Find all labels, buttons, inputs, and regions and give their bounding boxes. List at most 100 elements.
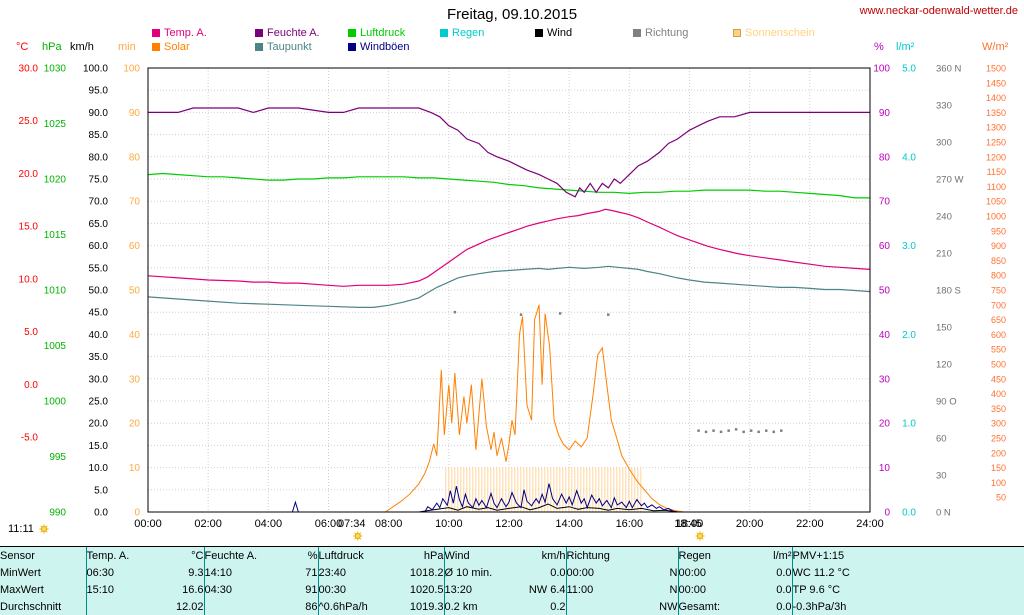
direction-dot [749,429,753,432]
svg-text:1050: 1050 [986,197,1006,207]
series-temp [147,208,871,287]
legend-item-taupunkt: Taupunkt [255,40,348,54]
axis-unit-temp: °C [16,41,28,53]
svg-text:1350: 1350 [986,108,1006,118]
svg-text:06:00: 06:00 [315,518,343,530]
svg-text:15.0: 15.0 [89,441,109,452]
legend-label: Richtung [645,27,689,39]
svg-text:990: 990 [49,508,66,519]
stats-row-durchschnitt-sensor: Durchschnitt [0,600,62,613]
svg-text:10.0: 10.0 [89,463,109,474]
stats-row-minwert-temp_t: 06:30 [85,564,156,581]
svg-text:1015: 1015 [44,230,67,241]
stats-header-press_t: Luftdruck [317,547,396,564]
stats-row-minwert-hum_t: 14:10 [203,564,278,581]
svg-text:80.0: 80.0 [89,152,109,163]
svg-text:12:00: 12:00 [495,518,523,530]
richtung-swatch-icon [633,29,641,37]
legend-item-solar: Solar [152,40,255,54]
svg-text:270 W: 270 W [936,175,963,186]
legend-label: Regen [452,27,485,39]
axis-unit-solar: W/m² [982,41,1009,53]
svg-text:20:00: 20:00 [736,518,764,530]
series-solar [148,304,870,513]
svg-text:60.0: 60.0 [89,241,109,252]
svg-text:30.0: 30.0 [89,374,109,385]
legend-label: Luftdruck [360,27,406,39]
stats-row-durchschnitt-wind_t: 0.2 km [443,598,516,615]
legend-item-luftdruck: Luftdruck [348,26,440,40]
direction-dot [697,429,700,432]
svg-text:50: 50 [996,493,1006,503]
stats-row-maxwert-temp_v: 16.6 [182,583,204,596]
svg-text:0.0: 0.0 [902,508,916,519]
stats-row-durchschnitt-dir_v: NW [659,600,678,613]
legend-label: Solar [164,41,190,53]
direction-dot [772,430,775,434]
series-feuchte [148,107,870,198]
stats-row-maxwert-hum_v: 91 [305,583,318,596]
stats-header-wind_t: Wind [443,547,516,564]
svg-text:15.0: 15.0 [19,222,39,233]
temp-swatch-icon [152,29,160,37]
svg-text:120: 120 [936,360,952,371]
axis-unit-pressure: hPa [42,41,62,53]
direction-dot [765,429,768,432]
svg-text:210: 210 [936,249,952,260]
svg-text:30.0: 30.0 [19,64,39,75]
axis-sun: 0 10 20 30 40 50 60 70 80 90 100 min [118,41,140,519]
svg-text:65.0: 65.0 [89,219,109,230]
stats-table: Sensor Temp. A. °C Feuchte A.% Luftdruck hPa W… [0,546,1024,615]
website-link[interactable]: www.neckar-odenwald-wetter.de [859,5,1018,17]
svg-text:20: 20 [129,419,141,430]
stats-row-minwert-dir_t: 00:00 [565,564,636,581]
axis-solar: 50 100 150 200 250 300 350 400 450 500 550 600 650 70… [982,41,1009,503]
svg-text:950: 950 [991,226,1006,236]
stats-row-maxwert-wind_t: 13:20 [443,581,516,598]
svg-text:40.0: 40.0 [89,330,109,341]
page-title: Freitag, 09.10.2015 [446,6,578,23]
wind-swatch-icon [535,29,543,37]
svg-text:60: 60 [936,434,947,445]
svg-text:24:00: 24:00 [856,518,884,530]
stats-row-durchschnitt-hum_t [203,598,278,615]
solar-swatch-icon [152,43,160,51]
series-windboeen [148,483,870,513]
svg-text:1400: 1400 [986,93,1006,103]
svg-text:08:00: 08:00 [375,518,403,530]
stats-row-minwert: MinWert 06:30 9.3 14:10 71 23:40 1018.2 Ø 10 mi… [0,564,1024,581]
stats-row-durchschnitt-pmv: -0.3hPa/3h [791,598,1024,615]
svg-text:0: 0 [134,508,140,519]
sun-icon [353,531,363,541]
svg-text:550: 550 [991,345,1006,355]
svg-text:2.0: 2.0 [902,330,916,341]
svg-text:330: 330 [936,101,952,112]
svg-text:25.0: 25.0 [19,116,39,127]
svg-text:1200: 1200 [986,152,1006,162]
svg-text:650: 650 [991,315,1006,325]
day-length-label: 11:11 [8,523,34,535]
stats-row-maxwert-pmv: TP 9.6 °C [791,581,1024,598]
stats-header-rain_t: Regen [677,547,750,564]
direction-dot [757,430,760,434]
stats-row-minwert-rain_v: 0.0 [776,566,792,579]
svg-text:5.0: 5.0 [94,485,108,496]
svg-text:850: 850 [991,256,1006,266]
svg-text:-5.0: -5.0 [21,433,39,444]
legend-label: Wind [547,27,573,39]
svg-text:35.0: 35.0 [89,352,109,363]
svg-text:4.0: 4.0 [902,152,916,163]
svg-text:1030: 1030 [44,64,67,75]
svg-text:70: 70 [879,197,891,208]
svg-text:360 N: 360 N [936,64,961,75]
svg-text:30: 30 [879,374,891,385]
regen-swatch-icon [440,29,448,37]
svg-text:900: 900 [991,241,1006,251]
series-sonnenschein [445,467,642,512]
stats-row-maxwert-wind_v: NW 6.4 [528,583,566,596]
series-luftdruck [147,172,870,199]
direction-dot [519,313,523,316]
direction-dot [719,430,723,434]
stats-row-maxwert: MaxWert 15:10 16.6 04:30 91 00:30 1020.5 13:20 N… [0,581,1024,598]
stats-row-maxwert-hum_t: 04:30 [203,581,278,598]
